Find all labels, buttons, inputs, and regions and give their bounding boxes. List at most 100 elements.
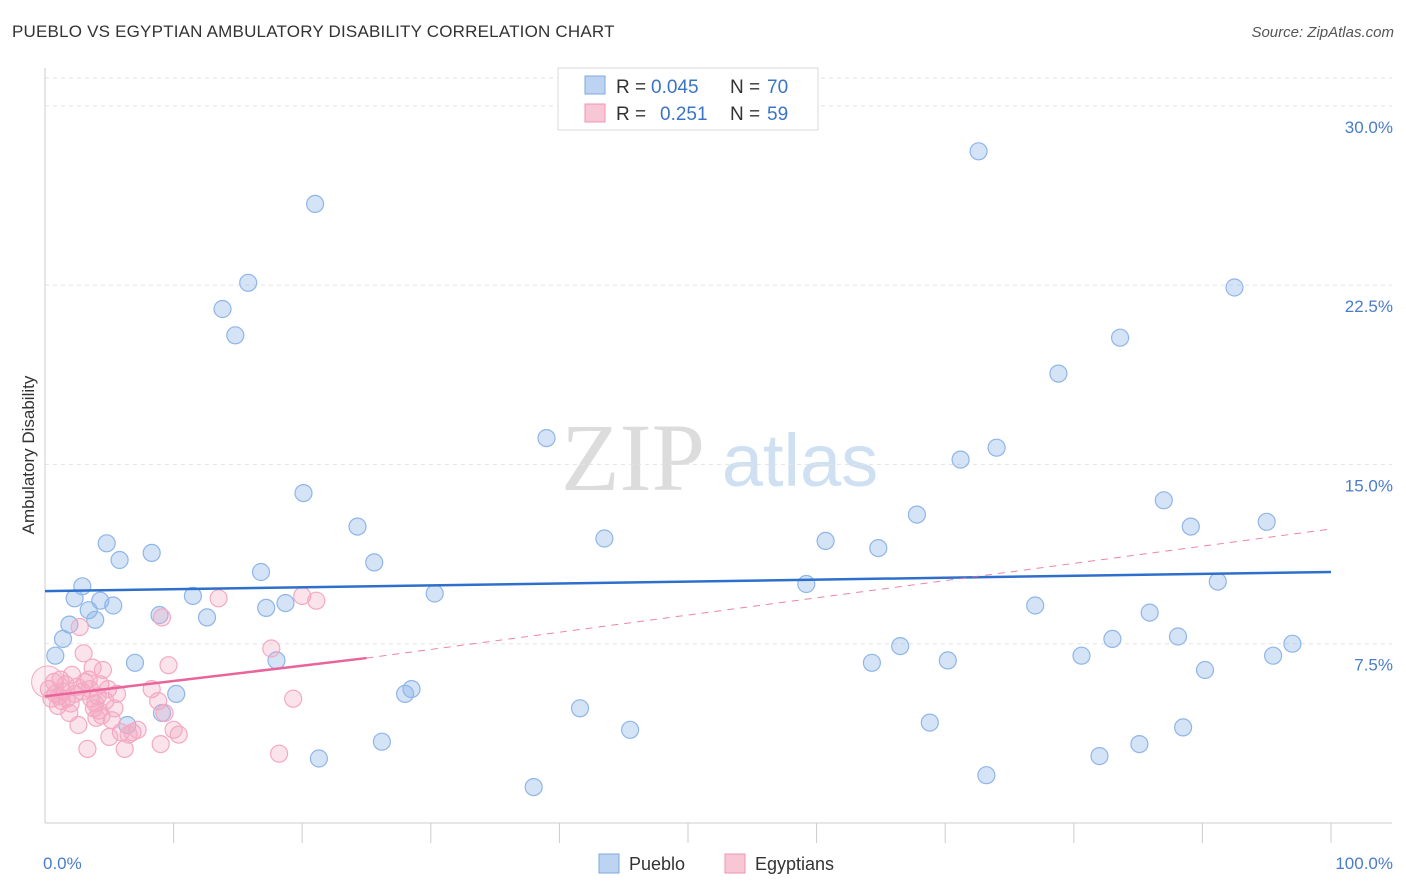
pueblo-point-45 (907, 505, 927, 524)
egyptians-point-55 (270, 744, 289, 763)
egyptians-point-58 (307, 591, 326, 610)
pueblo-point-62 (1173, 718, 1193, 737)
series-legend-label-egyptians: Egyptians (755, 854, 834, 874)
pueblo-point-29 (348, 517, 367, 536)
egyptians-point-16 (69, 715, 88, 735)
legend-swatch-egyptians (584, 103, 606, 123)
gridlines (45, 77, 1392, 645)
pueblo-point-13 (142, 543, 161, 563)
pueblo-point-17 (183, 586, 202, 606)
pueblo-point-28 (309, 749, 328, 768)
pueblo-point-16 (167, 684, 186, 704)
pueblo-point-21 (239, 273, 258, 292)
pueblo-point-39 (620, 720, 640, 739)
pueblo-point-44 (891, 636, 910, 656)
egyptians-cluster-point (31, 665, 65, 699)
y-tick-label-0: 7.5% (1354, 656, 1393, 675)
x-tick-label-1: 100.0% (1335, 854, 1393, 873)
egyptians-point-47 (151, 734, 170, 754)
pueblo-point-30 (365, 553, 384, 572)
pueblo-point-34 (425, 584, 444, 603)
pueblo-point-6 (86, 610, 105, 629)
chart-title: PUEBLO VS EGYPTIAN AMBULATORY DISABILITY… (12, 22, 615, 41)
pueblo-point-47 (938, 651, 957, 670)
egyptians-point-39 (107, 684, 127, 704)
pueblo-point-68 (1263, 646, 1283, 665)
watermark-atlas: atlas (722, 419, 878, 502)
pueblo-point-56 (1103, 629, 1122, 649)
x-tick-label-0: 0.0% (43, 854, 82, 873)
y-tick-labels: 7.5% 15.0% 22.5% 30.0% (1345, 118, 1393, 675)
pueblo-point-36 (537, 429, 556, 448)
pueblo-point-59 (1140, 603, 1159, 622)
pueblo-point-20 (226, 326, 245, 345)
pueblo-point-22 (251, 562, 271, 582)
legend-swatch-pueblo (584, 75, 606, 95)
legend-n-label-egyptians: N = (730, 104, 760, 125)
stats-legend: R = 0.045 N = 70 R = 0.251 N = 59 (557, 67, 819, 131)
pueblo-point-31 (372, 732, 391, 751)
pueblo-point-10 (110, 550, 129, 570)
pueblo-point-35 (524, 777, 543, 797)
pueblo-point-8 (97, 534, 116, 553)
pueblo-point-14 (150, 605, 169, 625)
legend-r-label-egyptians: R = (616, 104, 646, 125)
egyptians-point-17 (70, 617, 89, 637)
pueblo-point-66 (1225, 278, 1244, 297)
series-legend-swatch-pueblo (598, 853, 620, 874)
egyptians-point-54 (262, 639, 281, 658)
legend-n-value-egyptians: 59 (767, 104, 788, 125)
pueblo-point-51 (987, 438, 1006, 457)
pueblo-point-43 (869, 538, 888, 558)
y-tick-label-3: 30.0% (1345, 118, 1393, 137)
pueblo-point-33 (402, 679, 421, 699)
egyptians-point-53 (209, 589, 228, 608)
egyptians-trend-extension (366, 528, 1332, 659)
pueblo-point-12 (125, 653, 145, 672)
pueblo-point-69 (1283, 634, 1302, 653)
pueblo-point-40 (797, 574, 816, 594)
watermark: ZIP atlas (561, 404, 878, 511)
watermark-zip: ZIP (561, 404, 705, 511)
pueblo-point-52 (1026, 596, 1045, 615)
pueblo-point-18 (197, 608, 217, 627)
pueblo-point-57 (1110, 328, 1130, 347)
egyptians-point-49 (155, 703, 174, 723)
y-tick-label-2: 22.5% (1345, 297, 1393, 316)
pueblo-point-64 (1195, 660, 1215, 680)
pueblo-point-54 (1072, 646, 1091, 665)
legend-r-value-pueblo: 0.045 (651, 77, 699, 98)
legend-n-label-pueblo: N = (730, 77, 760, 98)
pueblo-point-41 (816, 531, 835, 551)
pueblo-point-42 (862, 653, 882, 672)
egyptians-point-33 (93, 660, 113, 680)
pueblo-point-0 (46, 646, 65, 665)
x-tick-labels: 0.0% 100.0% (43, 854, 1393, 873)
legend-n-value-pueblo: 70 (767, 77, 788, 98)
pueblo-point-58 (1130, 734, 1149, 754)
egyptians-point-19 (74, 644, 93, 663)
source-label: Source: ZipAtlas.com (1251, 24, 1394, 41)
egyptians-point-41 (115, 739, 134, 759)
pueblo-point-4 (73, 577, 92, 596)
pueblo-point-63 (1181, 517, 1200, 536)
pueblo-point-37 (570, 699, 590, 718)
pueblo-trend-line (44, 570, 1332, 593)
pueblo-point-53 (1049, 364, 1068, 383)
pueblo-point-50 (977, 766, 996, 785)
legend-r-label-pueblo: R = (616, 77, 646, 98)
egyptians-point-21 (78, 739, 97, 759)
pueblo-point-49 (969, 142, 988, 161)
egyptians-point-22 (79, 670, 98, 689)
pueblo-point-23 (257, 598, 276, 618)
pueblo-point-9 (104, 596, 123, 615)
egyptians-point-12 (61, 694, 80, 713)
pueblo-point-27 (306, 194, 325, 213)
series-legend-swatch-egyptians (724, 853, 746, 874)
pueblo-point-65 (1208, 572, 1227, 591)
egyptians-point-50 (159, 656, 178, 675)
pueblo-point-67 (1257, 512, 1276, 531)
pueblo-point-19 (213, 299, 232, 319)
pueblo-point-25 (276, 593, 295, 613)
